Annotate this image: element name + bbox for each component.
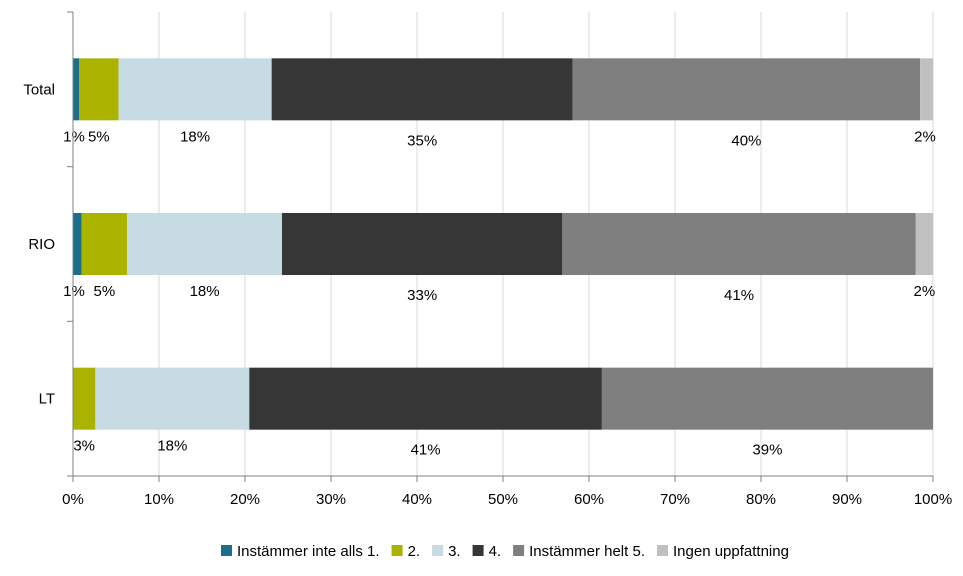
x-tick-label: 90% bbox=[832, 491, 862, 508]
data-label: 18% bbox=[180, 128, 210, 145]
x-tick-label: 20% bbox=[230, 491, 260, 508]
data-label: 3% bbox=[73, 438, 95, 455]
data-label: 41% bbox=[724, 287, 754, 304]
bar-segment bbox=[281, 213, 563, 275]
data-label: 5% bbox=[88, 128, 110, 145]
legend-swatch bbox=[513, 545, 525, 556]
data-label: 39% bbox=[752, 442, 782, 459]
category-label: RIO bbox=[28, 236, 55, 253]
data-label: 40% bbox=[731, 132, 761, 149]
bar-segment bbox=[601, 367, 933, 430]
x-tick-label: 100% bbox=[914, 491, 952, 508]
legend-label: Instämmer helt 5. bbox=[529, 543, 645, 560]
category-label: LT bbox=[39, 391, 55, 408]
legend-swatch bbox=[432, 545, 444, 556]
legend-label: Ingen uppfattning bbox=[673, 543, 789, 560]
data-label: 1% bbox=[63, 128, 85, 145]
bar-segment bbox=[81, 213, 128, 275]
category-labels: Total RIO LT bbox=[23, 81, 55, 407]
bar-segment bbox=[915, 213, 933, 275]
legend-label: Instämmer inte alls 1. bbox=[237, 543, 380, 560]
bar-segment bbox=[118, 58, 272, 121]
bar-segment bbox=[73, 213, 82, 275]
legend: Instämmer inte alls 1. 2. 3. 4. Instämmer he… bbox=[221, 543, 789, 560]
bar-segment bbox=[95, 367, 250, 430]
bars bbox=[73, 58, 933, 430]
x-tick-label: 10% bbox=[144, 491, 174, 508]
bar-segment bbox=[271, 58, 573, 121]
x-tick-label: 30% bbox=[316, 491, 346, 508]
data-label: 2% bbox=[914, 283, 936, 300]
bar-segment bbox=[249, 367, 602, 430]
bar-segment bbox=[127, 213, 282, 275]
bar-labels: 1% 5% 18% 35% 40% 2%1% 5% 18% 33% 41% 2%3% 18% 41% 39… bbox=[63, 128, 936, 458]
bar-segment bbox=[562, 213, 916, 275]
x-tick-label: 80% bbox=[746, 491, 776, 508]
data-label: 1% bbox=[63, 283, 85, 300]
x-tick-label: 40% bbox=[402, 491, 432, 508]
data-label: 41% bbox=[411, 442, 441, 459]
x-tick-label: 50% bbox=[488, 491, 518, 508]
legend-swatch bbox=[472, 545, 484, 556]
legend-label: 2. bbox=[408, 543, 421, 560]
legend-swatch bbox=[657, 545, 668, 556]
x-tick-label: 70% bbox=[660, 491, 690, 508]
bar-segment bbox=[79, 58, 119, 121]
legend-label: 4. bbox=[489, 543, 502, 560]
legend-label: 3. bbox=[448, 543, 461, 560]
data-label: 18% bbox=[190, 283, 220, 300]
x-tick-labels: 0% 10% 20% 30% 40% 50% 60% 70% 80% 90% 100% bbox=[62, 491, 952, 508]
bar-segment bbox=[73, 58, 80, 121]
axes bbox=[67, 11, 934, 482]
bar-segment bbox=[572, 58, 921, 121]
data-label: 35% bbox=[407, 132, 437, 149]
data-label: 33% bbox=[407, 287, 437, 304]
data-label: 5% bbox=[94, 283, 116, 300]
legend-swatch bbox=[221, 545, 232, 556]
x-tick-label: 60% bbox=[574, 491, 604, 508]
data-label: 2% bbox=[914, 128, 936, 145]
data-label: 18% bbox=[157, 438, 187, 455]
category-label: Total bbox=[23, 81, 55, 98]
legend-swatch bbox=[391, 545, 403, 556]
bar-segment bbox=[920, 58, 933, 121]
x-tick-label: 0% bbox=[62, 491, 84, 508]
bar-segment bbox=[73, 367, 96, 430]
